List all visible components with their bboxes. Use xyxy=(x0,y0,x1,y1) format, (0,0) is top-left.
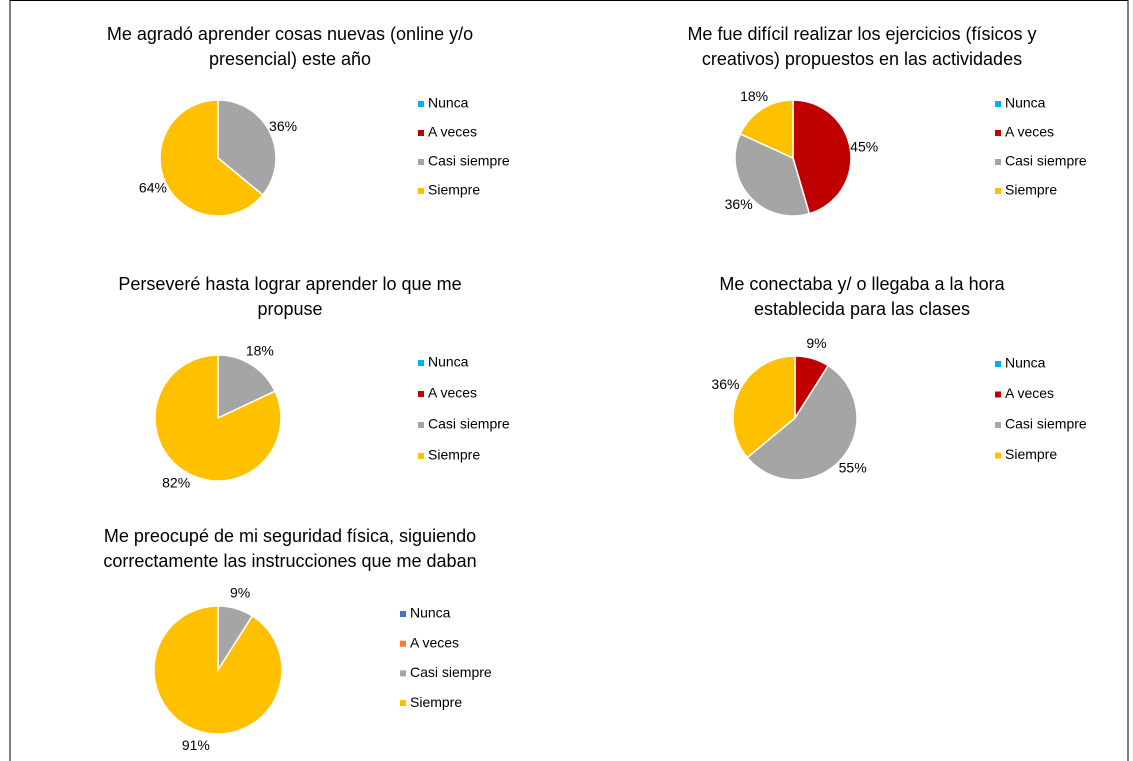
legend-label: Nunca xyxy=(410,605,451,621)
pie-slice xyxy=(217,99,277,197)
legend-label: A veces xyxy=(428,124,477,140)
legend-swatch xyxy=(995,159,1001,165)
legend-swatch xyxy=(418,453,424,459)
data-label: 64% xyxy=(139,179,167,195)
legend-swatch xyxy=(418,422,424,428)
legend-label: Nunca xyxy=(428,354,469,370)
data-label: 18% xyxy=(740,88,768,104)
legend-label: Casi siempre xyxy=(428,153,510,169)
legend-swatch xyxy=(400,640,406,647)
pie-slice xyxy=(154,354,282,482)
chart-title: Me fue difícil realizar los ejercicios (… xyxy=(687,24,1036,44)
legend-label: Siempre xyxy=(410,694,462,710)
chart-title: Me preocupé de mi seguridad física, sigu… xyxy=(104,526,476,546)
pie-chart: Me preocupé de mi seguridad física, sigu… xyxy=(103,526,492,753)
chart-title: propuse xyxy=(257,299,322,319)
legend-swatch xyxy=(418,130,424,136)
data-label: 18% xyxy=(246,343,274,359)
data-label: 45% xyxy=(850,138,878,154)
legend-swatch xyxy=(418,360,424,366)
legend-swatch xyxy=(400,700,406,707)
legend-label: Nunca xyxy=(1005,95,1046,111)
legend-label: Nunca xyxy=(428,95,469,111)
legend-label: Siempre xyxy=(428,182,480,198)
data-label: 82% xyxy=(162,475,190,491)
chart-title: correctamente las instrucciones que me d… xyxy=(103,551,476,571)
legend-label: Siempre xyxy=(1005,182,1057,198)
legend-label: Casi siempre xyxy=(1005,153,1087,169)
chart-title: Me agradó aprender cosas nuevas (online … xyxy=(107,24,473,44)
chart-title: Me conectaba y/ o llegaba a la hora xyxy=(719,274,1005,294)
pie-chart: Perseveré hasta lograr aprender lo que m… xyxy=(118,274,510,491)
legend-swatch xyxy=(995,422,1001,428)
legend-label: Casi siempre xyxy=(1005,416,1087,432)
data-label: 9% xyxy=(806,335,826,351)
pie-chart: Me fue difícil realizar los ejercicios (… xyxy=(687,24,1087,217)
legend-swatch xyxy=(418,188,424,194)
pie-slice xyxy=(153,605,283,735)
pie-slice xyxy=(217,354,277,420)
pie-slice xyxy=(732,355,796,459)
legend-swatch xyxy=(418,159,424,165)
pie-slice xyxy=(734,132,811,217)
data-label: 9% xyxy=(230,584,250,600)
pie-slice xyxy=(159,99,264,217)
chart-title: establecida para las clases xyxy=(754,299,970,319)
legend-label: Siempre xyxy=(1005,446,1057,462)
data-label: 36% xyxy=(725,196,753,212)
chart-title: creativos) propuestos en las actividades xyxy=(702,49,1022,69)
legend-swatch xyxy=(400,670,406,677)
data-label: 36% xyxy=(269,118,297,134)
legend-label: Nunca xyxy=(1005,355,1046,371)
legend-swatch xyxy=(995,130,1001,136)
legend-label: A veces xyxy=(410,634,459,650)
pie-slice xyxy=(746,364,858,481)
frame xyxy=(9,0,1129,761)
pie-chart: Me agradó aprender cosas nuevas (online … xyxy=(107,24,510,217)
legend-label: A veces xyxy=(1005,124,1054,140)
legend-swatch xyxy=(418,391,424,397)
legend-swatch xyxy=(995,101,1001,107)
pie-slice xyxy=(739,99,794,160)
legend-swatch xyxy=(400,611,406,617)
data-label: 55% xyxy=(839,460,867,476)
legend-label: A veces xyxy=(428,385,477,401)
legend-label: Siempre xyxy=(428,447,480,463)
chart-title: Perseveré hasta lograr aprender lo que m… xyxy=(118,274,461,294)
data-label: 36% xyxy=(711,376,739,392)
legend-label: Casi siempre xyxy=(410,664,492,680)
legend-swatch xyxy=(995,361,1001,367)
chart-title: presencial) este año xyxy=(209,49,371,69)
legend-swatch xyxy=(995,452,1001,459)
pie-chart: Me conectaba y/ o llegaba a la hora estab… xyxy=(711,274,1087,481)
legend-label: Casi siempre xyxy=(428,416,510,432)
legend-swatch xyxy=(995,391,1001,398)
legend-label: A veces xyxy=(1005,385,1054,401)
legend-swatch xyxy=(418,101,424,107)
legend-swatch xyxy=(995,188,1001,194)
pie-slice xyxy=(792,99,852,215)
data-label: 91% xyxy=(182,737,210,753)
